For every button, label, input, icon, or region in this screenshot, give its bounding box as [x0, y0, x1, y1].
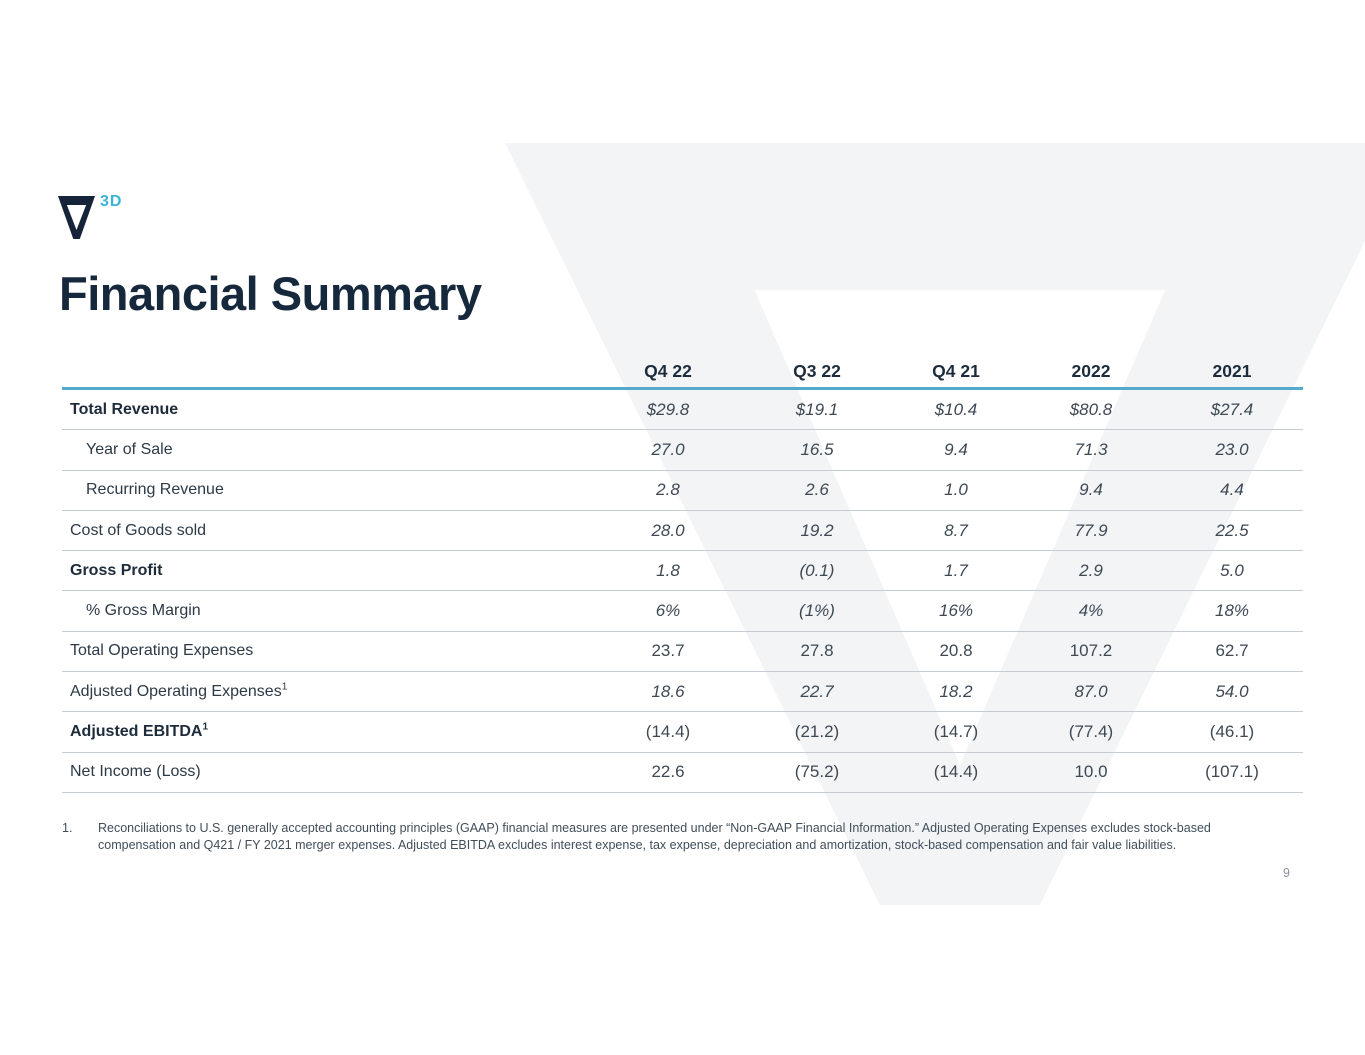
row-value: 10.0	[1074, 762, 1108, 782]
page-number: 9	[1283, 866, 1290, 880]
row-value: 2.8	[656, 480, 680, 500]
brand-superscript-3d: 3D	[100, 193, 123, 210]
row-label: Total Operating Expenses	[70, 642, 254, 660]
column-header-spacer	[62, 372, 593, 376]
table-row: Cost of Goods sold 28.0 19.2 8.7 77.9 22.5	[62, 511, 1303, 552]
row-value: 2.6	[805, 480, 829, 500]
row-value: 16%	[938, 601, 974, 621]
row-value: 22.5	[1215, 520, 1249, 540]
row-value: 1.7	[944, 560, 968, 580]
row-value: 28.0	[651, 520, 685, 540]
row-value: (21.2)	[794, 722, 840, 742]
row-label: % Gross Margin	[86, 602, 201, 620]
row-value: 107.2	[1069, 641, 1113, 661]
financial-summary-table: Q4 22 Q3 22 Q4 21 2022 2021 Total Revenu…	[62, 360, 1303, 793]
row-value: 71.3	[1074, 439, 1108, 459]
row-value: (77.4)	[1068, 722, 1114, 742]
table-row: Adjusted Operating Expenses1 18.6 22.7 18.2…	[62, 672, 1303, 713]
table-row: Recurring Revenue 2.8 2.6 1.0 9.4 4.4	[62, 471, 1303, 511]
row-label: Total Revenue	[70, 400, 179, 418]
v-logo-icon	[58, 196, 95, 239]
table-row: Total Operating Expenses 23.7 27.8 20.8 107.…	[62, 632, 1303, 673]
table-row: Gross Profit 1.8 (0.1) 1.7 2.9 5.0	[62, 551, 1303, 592]
footnote-marker: 1.	[62, 821, 73, 835]
row-value: $10.4	[934, 399, 978, 419]
brand-logo: 3D	[58, 193, 123, 239]
column-header: Q4 22	[644, 361, 692, 381]
row-value: 1.8	[656, 560, 680, 580]
table-body: Total Revenue $29.8 $19.1 $10.4 $80.8 $27.4 Ye…	[62, 390, 1303, 793]
row-value: (14.4)	[645, 722, 691, 742]
row-value: 5.0	[1220, 560, 1244, 580]
row-value: 18.6	[651, 681, 685, 701]
row-value: 19.2	[800, 520, 834, 540]
column-header: 2021	[1212, 361, 1252, 381]
table-header-row: Q4 22 Q3 22 Q4 21 2022 2021	[62, 360, 1303, 390]
row-value: 77.9	[1074, 520, 1108, 540]
row-value: 9.4	[1079, 480, 1103, 500]
row-value: 87.0	[1074, 681, 1108, 701]
row-value: (14.7)	[933, 722, 979, 742]
row-label: Year of Sale	[86, 440, 173, 458]
row-value: 9.4	[944, 439, 968, 459]
row-value: $80.8	[1069, 399, 1113, 419]
row-value: (0.1)	[799, 560, 835, 580]
row-value: 62.7	[1215, 641, 1249, 661]
row-value: 6%	[655, 601, 681, 621]
table-row: Net Income (Loss) 22.6 (75.2) (14.4) 10.0 (10…	[62, 753, 1303, 793]
page-title: Financial Summary	[59, 267, 482, 320]
row-value: 20.8	[939, 641, 973, 661]
row-value: 54.0	[1215, 681, 1249, 701]
table-row: % Gross Margin 6% (1%) 16% 4% 18%	[62, 591, 1303, 632]
row-value: (14.4)	[933, 762, 979, 782]
row-value: (107.1)	[1205, 762, 1259, 782]
row-value: 23.7	[651, 641, 685, 661]
row-label: Net Income (Loss)	[70, 763, 201, 781]
column-header: 2022	[1071, 361, 1111, 381]
table-row: Year of Sale 27.0 16.5 9.4 71.3 23.0	[62, 430, 1303, 471]
row-value: 16.5	[800, 439, 834, 459]
row-value: $19.1	[795, 399, 839, 419]
row-label: Adjusted Operating Expenses1	[70, 681, 288, 700]
column-header: Q3 22	[793, 361, 841, 381]
table-row: Total Revenue $29.8 $19.1 $10.4 $80.8 $27.4	[62, 390, 1303, 431]
row-label: Cost of Goods sold	[70, 521, 207, 539]
row-value: 1.0	[944, 480, 968, 500]
row-value: 22.6	[651, 762, 685, 782]
row-value: (75.2)	[794, 762, 840, 782]
row-value: 22.7	[800, 681, 834, 701]
row-value: 18%	[1214, 601, 1250, 621]
row-value: 27.0	[651, 439, 685, 459]
row-value: 18.2	[939, 681, 973, 701]
row-label: Recurring Revenue	[86, 481, 224, 499]
row-value: (46.1)	[1209, 722, 1255, 742]
v-watermark-icon	[505, 143, 1365, 905]
row-value: $29.8	[646, 399, 690, 419]
row-value: (1%)	[799, 601, 835, 621]
table-row: Adjusted EBITDA1 (14.4) (21.2) (14.7) (77.4)…	[62, 712, 1303, 753]
footnote-text: Reconciliations to U.S. generally accept…	[98, 821, 1211, 852]
row-value: 27.8	[800, 641, 834, 661]
footnote: 1. Reconciliations to U.S. generally acc…	[62, 820, 1256, 854]
row-value: 4%	[1078, 601, 1104, 621]
row-value: 8.7	[944, 520, 968, 540]
row-value: $27.4	[1210, 399, 1254, 419]
row-value: 4.4	[1220, 480, 1244, 500]
row-value: 23.0	[1215, 439, 1249, 459]
row-value: 2.9	[1079, 560, 1103, 580]
row-label: Adjusted EBITDA1	[70, 721, 209, 741]
column-header: Q4 21	[932, 361, 980, 381]
row-label: Gross Profit	[70, 561, 163, 579]
